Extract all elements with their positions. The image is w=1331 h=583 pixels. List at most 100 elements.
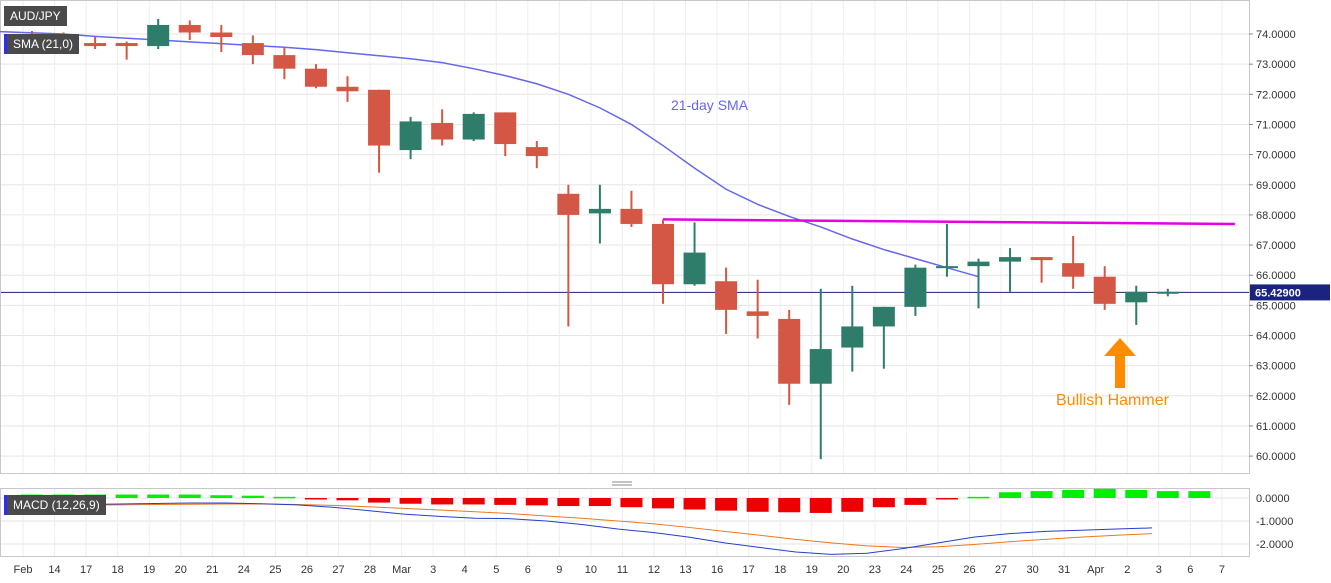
y-tick-label: 74.0000 xyxy=(1256,29,1296,41)
macd-histogram-bar xyxy=(241,495,264,498)
macd-histogram-bar xyxy=(304,498,327,500)
macd-histogram-bar xyxy=(683,498,706,510)
x-tick-label: 30 xyxy=(1026,564,1038,576)
y-tick-label: 63.0000 xyxy=(1256,361,1296,373)
candle-body xyxy=(1030,257,1053,261)
candle-body xyxy=(1062,263,1085,277)
x-tick-label: 16 xyxy=(711,564,723,576)
macd-histogram-bar xyxy=(1188,491,1211,498)
candle-body xyxy=(1093,276,1116,304)
hammer-arrow-head xyxy=(1104,338,1136,356)
x-tick-label: 6 xyxy=(525,564,531,576)
hammer-arrow xyxy=(1104,338,1136,388)
macd-histogram-bar xyxy=(210,495,233,498)
x-tick-label: 9 xyxy=(556,564,562,576)
x-tick-label: 7 xyxy=(1219,564,1225,576)
macd-histogram-bar xyxy=(904,498,927,505)
candle-body xyxy=(935,266,958,269)
x-tick-label: 17 xyxy=(743,564,755,576)
candle-body xyxy=(304,68,327,87)
macd-histogram-bar xyxy=(1156,491,1179,498)
x-tick-label: 4 xyxy=(462,564,468,576)
macd-histogram-bar xyxy=(809,498,832,513)
macd-histogram-bar xyxy=(494,498,517,505)
x-tick-label: 3 xyxy=(1156,564,1162,576)
last-price-badge xyxy=(1250,284,1330,301)
candle-body xyxy=(336,86,359,92)
macd-histogram-bar xyxy=(368,498,391,503)
x-tick-label: 23 xyxy=(869,564,881,576)
candle-body xyxy=(525,147,548,157)
x-tick-label: 2 xyxy=(1124,564,1130,576)
x-tick-label: Feb xyxy=(14,564,33,576)
resistance-line xyxy=(662,218,1235,226)
candle-body xyxy=(620,208,643,224)
x-tick-label: 18 xyxy=(112,564,124,576)
candle-body xyxy=(1156,291,1179,294)
y-tick-label: 64.0000 xyxy=(1256,331,1296,343)
candle-body xyxy=(588,208,611,214)
candle-body xyxy=(809,349,832,384)
x-tick-label: 6 xyxy=(1187,564,1193,576)
macd-histogram-bar xyxy=(1125,489,1148,498)
macd-histogram-bar xyxy=(1062,489,1085,498)
x-tick-label: 24 xyxy=(238,564,250,576)
candle-body xyxy=(746,311,769,316)
candle-body xyxy=(115,43,138,47)
macd-histogram-bar xyxy=(399,498,422,504)
y-tick-label: 70.0000 xyxy=(1256,150,1296,162)
candle-body xyxy=(399,121,422,151)
macd-histogram-bar xyxy=(273,496,296,499)
candle-body xyxy=(904,267,927,307)
y-tick-label: 65.0000 xyxy=(1256,300,1296,312)
macd-tick-label: -2.0000 xyxy=(1256,539,1293,551)
chart-grid xyxy=(0,0,1250,557)
candle-body xyxy=(273,55,296,69)
macd-signal-line xyxy=(12,503,1153,548)
macd-panel xyxy=(11,488,1211,555)
macd-histogram-bar xyxy=(778,498,801,513)
candle-body xyxy=(999,257,1022,262)
macd-histogram-bar xyxy=(1030,491,1053,498)
x-tick-label: 5 xyxy=(493,564,499,576)
x-tick-label: 18 xyxy=(774,564,786,576)
time-axis: Feb 14 17 18 19 20 21 24 25 26 27 28 Mar 3 4 5 6 9 10 11 12 1… xyxy=(14,564,1225,576)
x-tick-label: Apr xyxy=(1087,564,1104,576)
x-tick-label: 10 xyxy=(585,564,597,576)
y-tick-label: 72.0000 xyxy=(1256,89,1296,101)
macd-histogram-bar xyxy=(431,498,454,505)
main-panel-frame xyxy=(0,0,1250,474)
candle-body xyxy=(178,24,201,33)
x-tick-label: 26 xyxy=(301,564,313,576)
x-tick-label: 31 xyxy=(1058,564,1070,576)
candle-body xyxy=(84,43,107,47)
macd-histogram-bar xyxy=(525,498,548,506)
candle-body xyxy=(147,24,170,47)
macd-line xyxy=(11,502,1153,555)
x-tick-label: 3 xyxy=(430,564,436,576)
y-tick-label: 67.0000 xyxy=(1256,240,1296,252)
sma-indicator-label[interactable]: SMA (21,0) xyxy=(4,34,80,54)
y-tick-label: 71.0000 xyxy=(1256,119,1296,131)
sma-line xyxy=(0,30,979,278)
macd-histogram-bar xyxy=(841,498,864,512)
macd-histogram-bar xyxy=(147,494,170,498)
candle-body xyxy=(1125,291,1148,303)
x-tick-label: 12 xyxy=(648,564,660,576)
y-tick-label: 60.0000 xyxy=(1256,451,1296,463)
x-tick-label: 14 xyxy=(48,564,60,576)
sma-line-layer xyxy=(0,30,979,278)
macd-histogram-bar xyxy=(115,494,138,498)
candle-body xyxy=(967,261,990,267)
macd-histogram-bar xyxy=(872,498,895,508)
x-tick-label: 25 xyxy=(932,564,944,576)
candle-body xyxy=(431,122,454,140)
candle-body xyxy=(462,113,485,140)
x-tick-label: 19 xyxy=(806,564,818,576)
candle-body xyxy=(557,193,580,215)
y-tick-label: 68.0000 xyxy=(1256,210,1296,222)
y-tick-label: 73.0000 xyxy=(1256,59,1296,71)
macd-indicator-label[interactable]: MACD (12,26,9) xyxy=(4,495,106,515)
x-tick-label: 13 xyxy=(679,564,691,576)
y-tick-label: 61.0000 xyxy=(1256,421,1296,433)
